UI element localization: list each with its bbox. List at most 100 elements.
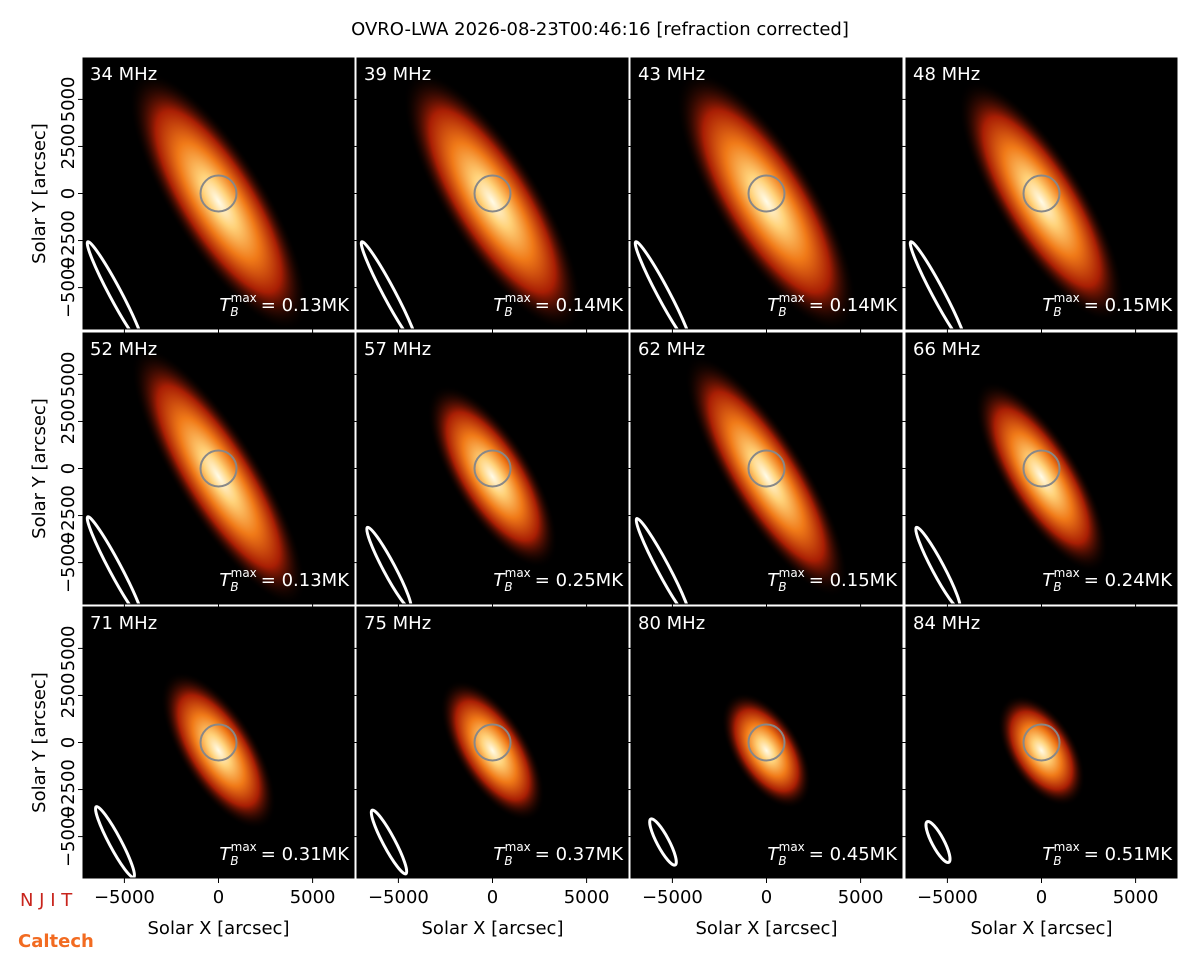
solar-disk <box>199 174 238 213</box>
x-tick-label: 5000 <box>1113 887 1159 908</box>
y-tick-label: −2500 <box>58 759 79 820</box>
y-tick-label: −2500 <box>58 485 79 546</box>
emission <box>676 71 857 329</box>
solar-disk <box>747 723 786 762</box>
panel-title: 57 MHz <box>364 339 431 360</box>
tmax-sub: B <box>504 854 512 868</box>
tmax-sub: B <box>230 305 238 319</box>
tmax-sup: max <box>231 566 257 580</box>
tmax-sup: max <box>779 291 805 305</box>
y-tick-label: 0 <box>58 188 79 199</box>
y-tick-label: 0 <box>58 737 79 748</box>
panel-title: 71 MHz <box>90 613 157 634</box>
panel-title: 43 MHz <box>638 64 705 85</box>
tmax-symbol: T <box>493 844 506 865</box>
y-tick-label: 2500 <box>58 673 79 719</box>
x-tick-label: 5000 <box>290 887 336 908</box>
tmax-sup: max <box>505 840 531 854</box>
x-axis-label: Solar X [arcsec] <box>971 918 1113 939</box>
tmax-value: = 0.31MK <box>261 844 350 865</box>
beam <box>648 817 678 867</box>
tmax-label: TBmax = 0.31MK <box>219 840 350 868</box>
tmax-value: = 0.15MK <box>809 570 898 591</box>
emission <box>440 680 545 821</box>
panel-title: 48 MHz <box>913 64 980 85</box>
tmax-value: = 0.15MK <box>1084 295 1173 316</box>
x-tick-label: −5000 <box>368 887 429 908</box>
x-tick-label: 0 <box>213 887 224 908</box>
emission <box>403 71 582 329</box>
beam <box>914 525 962 604</box>
beam <box>369 808 409 876</box>
x-tick-label: 5000 <box>838 887 884 908</box>
x-tick-label: 5000 <box>564 887 610 908</box>
panel: 39 MHz TBmax = 0.14MK <box>352 57 629 334</box>
y-tick-label: 0 <box>58 463 79 474</box>
tmax-symbol: T <box>767 844 780 865</box>
panel-title: 34 MHz <box>90 64 157 85</box>
emission <box>721 692 812 809</box>
logo-caltech: Caltech <box>18 931 94 952</box>
tmax-sup: max <box>1054 566 1080 580</box>
panel-title: 80 MHz <box>638 613 705 634</box>
tmax-label: TBmax = 0.25MK <box>493 566 624 594</box>
tmax-sup: max <box>231 291 257 305</box>
tmax-value: = 0.37MK <box>535 844 624 865</box>
x-tick-label: 0 <box>487 887 498 908</box>
beam <box>924 819 952 865</box>
solar-disk <box>199 723 238 762</box>
tmax-sub: B <box>504 580 512 594</box>
x-tick-label: 0 <box>1036 887 1047 908</box>
tmax-sub: B <box>778 580 786 594</box>
beam <box>365 525 413 604</box>
panel: 62 MHz TBmax = 0.15MK <box>626 332 903 609</box>
panel-image <box>631 58 902 329</box>
solar-disk <box>1022 449 1061 488</box>
tmax-sub: B <box>230 580 238 594</box>
logo-njit: N J I T <box>20 890 73 911</box>
tmax-sup: max <box>1054 291 1080 305</box>
tmax-value: = 0.51MK <box>1084 844 1173 865</box>
figure-title: OVRO-LWA 2026-08-23T00:46:16 [refraction… <box>351 19 849 40</box>
panel: 57 MHz TBmax = 0.25MK <box>352 332 629 609</box>
tmax-sub: B <box>1053 305 1061 319</box>
emission <box>997 694 1086 807</box>
tmax-sub: B <box>504 305 512 319</box>
tmax-value: = 0.45MK <box>809 844 898 865</box>
panel-image <box>631 333 902 604</box>
emission <box>974 381 1109 572</box>
tmax-value: = 0.24MK <box>1084 570 1173 591</box>
solar-disk <box>1022 723 1061 762</box>
y-tick-label: 5000 <box>58 351 79 397</box>
x-axis-label: Solar X [arcsec] <box>148 918 290 939</box>
panel-image <box>906 333 1177 604</box>
tmax-value: = 0.14MK <box>535 295 624 316</box>
y-tick-label: 2500 <box>58 399 79 445</box>
panel-image <box>83 607 354 878</box>
tmax-label: TBmax = 0.13MK <box>219 566 350 594</box>
solar-disk <box>1022 174 1061 213</box>
tmax-sub: B <box>1053 580 1061 594</box>
emission <box>958 80 1125 323</box>
tmax-label: TBmax = 0.37MK <box>493 840 624 868</box>
tmax-value: = 0.14MK <box>809 295 898 316</box>
x-tick-label: −5000 <box>94 887 155 908</box>
beam <box>359 240 419 329</box>
tmax-label: TBmax = 0.15MK <box>1042 291 1173 319</box>
x-tick-label: 0 <box>761 887 772 908</box>
panel-image <box>631 607 902 878</box>
tmax-sub: B <box>778 854 786 868</box>
tmax-symbol: T <box>219 844 232 865</box>
y-tick-label: −5000 <box>58 806 79 867</box>
y-tick-label: 5000 <box>58 76 79 122</box>
beam <box>634 516 692 604</box>
tmax-label: TBmax = 0.13MK <box>219 291 350 319</box>
y-axis-label: Solar Y [arcsec] <box>29 672 50 813</box>
beam <box>908 240 968 329</box>
emission <box>684 355 849 598</box>
tmax-symbol: T <box>219 570 232 591</box>
